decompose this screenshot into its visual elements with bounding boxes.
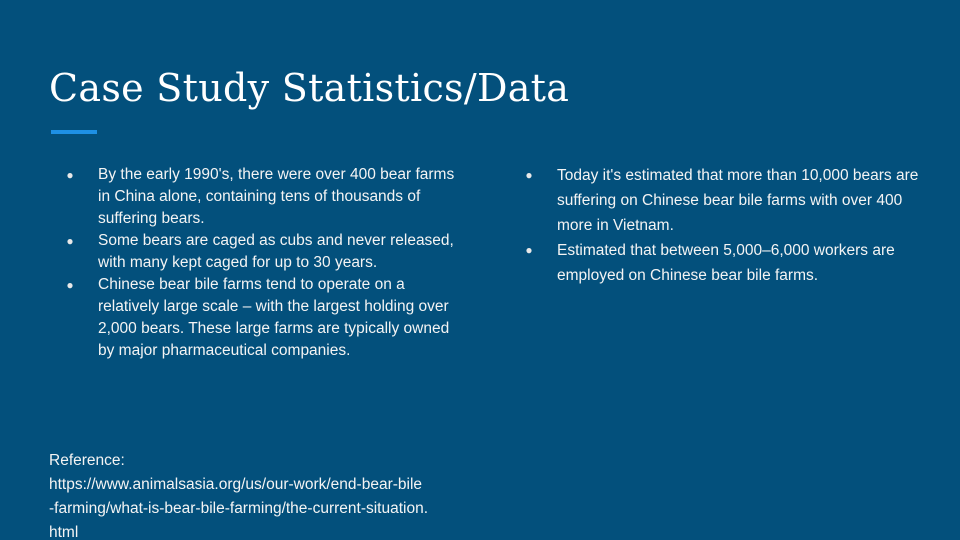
right-bullet-list: ● Today it's estimated that more than 10… — [523, 163, 923, 288]
slide-title: Case Study Statistics/Data — [49, 66, 570, 110]
bullet-icon: ● — [66, 278, 74, 292]
bullet-text: Estimated that between 5,000–6,000 worke… — [557, 242, 895, 284]
bullet-text: Today it's estimated that more than 10,0… — [557, 167, 919, 234]
bullet-text: Chinese bear bile farms tend to operate … — [98, 276, 450, 359]
reference-url-line: https://www.animalsasia.org/us/our-work/… — [49, 476, 423, 493]
bullet-item: ● Chinese bear bile farms tend to operat… — [64, 274, 456, 362]
bullet-item: ● Some bears are caged as cubs and never… — [64, 230, 456, 274]
bullet-item: ● Today it's estimated that more than 10… — [523, 163, 923, 238]
bullet-icon: ● — [66, 168, 74, 182]
bullet-icon: ● — [66, 234, 74, 248]
bullet-item: ● Estimated that between 5,000–6,000 wor… — [523, 238, 923, 288]
reference-block: Reference: https://www.animalsasia.org/u… — [49, 449, 459, 540]
title-accent-bar — [51, 130, 97, 134]
bullet-icon: ● — [525, 168, 533, 182]
bullet-text: By the early 1990's, there were over 400… — [98, 166, 455, 227]
reference-url-line: html — [49, 524, 79, 540]
left-bullet-list: ● By the early 1990's, there were over 4… — [64, 164, 456, 362]
reference-label: Reference: — [49, 452, 125, 469]
reference-url-line: -farming/what-is-bear-bile-farming/the-c… — [49, 500, 429, 517]
bullet-item: ● By the early 1990's, there were over 4… — [64, 164, 456, 230]
bullet-text: Some bears are caged as cubs and never r… — [98, 232, 454, 271]
bullet-icon: ● — [525, 243, 533, 257]
